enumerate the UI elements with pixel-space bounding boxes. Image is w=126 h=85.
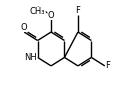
- Text: F: F: [106, 61, 111, 70]
- Text: CH₃: CH₃: [30, 7, 45, 16]
- Text: O: O: [48, 11, 54, 20]
- Text: NH: NH: [24, 53, 37, 62]
- Text: F: F: [75, 6, 80, 15]
- Text: O: O: [21, 23, 27, 32]
